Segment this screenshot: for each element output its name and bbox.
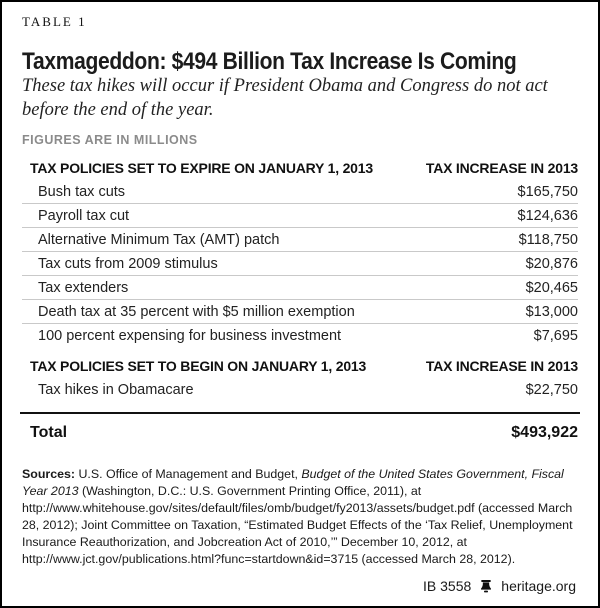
sources-segment: Sources: <box>22 467 79 482</box>
table-row: 100 percent expensing for business inves… <box>22 323 578 347</box>
table-row: Alternative Minimum Tax (AMT) patch $118,… <box>22 227 578 251</box>
total-value: $493,922 <box>511 424 578 442</box>
page-subtitle: These tax hikes will occur if President … <box>22 76 548 121</box>
page-title-text: Taxmageddon: $494 Billion Tax Increase I… <box>22 48 517 75</box>
policy-value: $20,465 <box>525 279 578 296</box>
table-row: Tax cuts from 2009 stimulus $20,876 <box>22 251 578 275</box>
section-header-value: TAX INCREASE IN 2013 <box>425 160 578 177</box>
table-section-header: TAX POLICIES SET TO BEGIN ON JANUARY 1, … <box>22 353 578 378</box>
page-title: Taxmageddon: $494 Billion Tax Increase I… <box>22 40 578 75</box>
sources-note: Sources: U.S. Office of Management and B… <box>22 466 578 568</box>
table-section-header: TAX POLICIES SET TO EXPIRE ON JANUARY 1,… <box>22 155 578 180</box>
site-link: heritage.org <box>501 578 576 594</box>
policy-value: $7,695 <box>533 327 578 344</box>
section-header-label: TAX POLICIES SET TO BEGIN ON JANUARY 1, … <box>30 358 367 375</box>
table-section: TAX POLICIES SET TO EXPIRE ON JANUARY 1,… <box>22 155 578 347</box>
total-label: Total <box>30 424 68 442</box>
policy-label: Bush tax cuts <box>38 183 126 200</box>
report-footer: IB 3558 heritage.org <box>423 578 576 594</box>
policy-table: TAX POLICIES SET TO EXPIRE ON JANUARY 1,… <box>22 155 578 401</box>
liberty-bell-icon <box>478 578 494 594</box>
policy-label: Tax hikes in Obamacare <box>38 381 194 398</box>
policy-value: $165,750 <box>517 183 578 200</box>
sources-segment: Budget of the United States Government, … <box>22 467 564 499</box>
policy-label: Payroll tax cut <box>38 207 130 224</box>
policy-value: $22,750 <box>525 381 578 398</box>
total-divider <box>20 412 580 415</box>
sources-segment: (Washington, D.C.: U.S. Government Print… <box>22 484 573 567</box>
section-header-value: TAX INCREASE IN 2013 <box>425 358 578 375</box>
policy-label: Death tax at 35 percent with $5 million … <box>38 303 355 320</box>
report-id: IB 3558 <box>423 578 472 594</box>
table-label: TABLE 1 <box>22 14 87 29</box>
figures-note: FIGURES ARE IN MILLIONS <box>22 133 198 148</box>
table-row: Death tax at 35 percent with $5 million … <box>22 299 578 323</box>
sources-segment: U.S. Office of Management and Budget, <box>78 467 302 482</box>
table-row: Payroll tax cut $124,636 <box>22 203 578 227</box>
policy-value: $13,000 <box>525 303 578 320</box>
table-section: TAX POLICIES SET TO BEGIN ON JANUARY 1, … <box>22 353 578 401</box>
policy-label: Alternative Minimum Tax (AMT) patch <box>38 231 280 248</box>
policy-label: 100 percent expensing for business inves… <box>38 327 342 344</box>
total-row: Total $493,922 <box>22 414 578 442</box>
policy-label: Tax extenders <box>38 279 129 296</box>
policy-value: $118,750 <box>518 231 578 248</box>
table-row: Tax extenders $20,465 <box>22 275 578 299</box>
policy-value: $20,876 <box>525 255 578 272</box>
table-row: Bush tax cuts $165,750 <box>22 180 578 203</box>
policy-label: Tax cuts from 2009 stimulus <box>38 255 218 272</box>
table-row: Tax hikes in Obamacare $22,750 <box>22 378 578 401</box>
section-header-label: TAX POLICIES SET TO EXPIRE ON JANUARY 1,… <box>30 160 373 177</box>
policy-value: $124,636 <box>517 207 578 224</box>
